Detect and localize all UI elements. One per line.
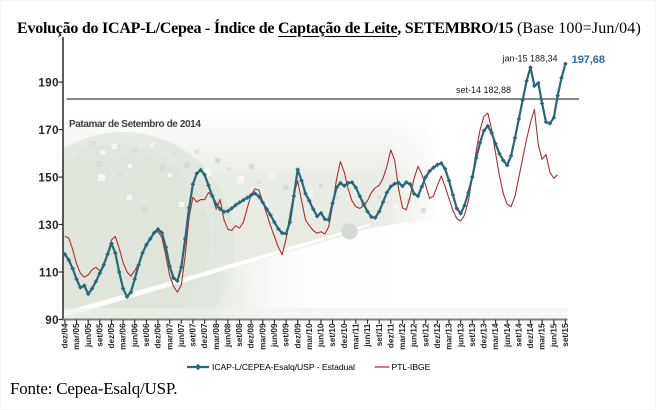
svg-text:jun/06: jun/06 [130,323,139,348]
svg-text:ICAP-L/CEPEA-Esalq/USP - Estad: ICAP-L/CEPEA-Esalq/USP - Estadual [212,362,355,372]
svg-text:set/14: set/14 [515,323,524,347]
svg-text:jun/15: jun/15 [549,323,558,348]
svg-text:jun/13: jun/13 [456,323,465,348]
svg-text:dez/13: dez/13 [480,323,489,348]
svg-text:set/06: set/06 [142,323,151,347]
svg-text:dez/11: dez/11 [386,323,395,348]
svg-text:set/10: set/10 [328,323,337,347]
svg-text:set/08: set/08 [235,323,244,347]
svg-text:jun/14: jun/14 [503,323,512,348]
svg-text:170: 170 [38,125,59,137]
svg-text:PTL-IBGE: PTL-IBGE [392,362,431,372]
svg-text:jun/11: jun/11 [363,323,372,348]
svg-text:150: 150 [38,173,59,185]
svg-text:mar/14: mar/14 [491,323,500,350]
svg-text:set/05: set/05 [95,323,104,347]
svg-text:jun/12: jun/12 [410,323,419,348]
svg-text:jun/08: jun/08 [224,323,233,348]
svg-text:mar/12: mar/12 [398,323,407,350]
svg-text:set/11: set/11 [375,323,384,346]
svg-text:mar/08: mar/08 [212,323,221,350]
svg-text:set/12: set/12 [421,323,430,347]
svg-text:set/09: set/09 [282,323,291,347]
svg-text:mar/09: mar/09 [258,323,267,350]
svg-text:set/13: set/13 [468,323,477,347]
svg-text:mar/07: mar/07 [165,323,174,350]
svg-text:dez/12: dez/12 [433,323,442,348]
svg-text:mar/05: mar/05 [72,323,81,350]
svg-text:Patamar de Setembro de 2014: Patamar de Setembro de 2014 [69,119,201,130]
svg-text:dez/05: dez/05 [107,323,116,348]
svg-text:dez/04: dez/04 [61,323,70,348]
svg-text:jun/09: jun/09 [270,323,279,348]
svg-text:dez/07: dez/07 [200,323,209,348]
svg-text:190: 190 [38,78,59,90]
svg-text:dez/08: dez/08 [247,323,256,348]
svg-text:jun/07: jun/07 [177,323,186,348]
svg-text:mar/15: mar/15 [538,323,547,350]
svg-text:dez/06: dez/06 [154,323,163,348]
svg-text:197,68: 197,68 [572,54,605,66]
svg-text:jan-15 188,34: jan-15 188,34 [502,54,558,64]
svg-text:set/15: set/15 [561,323,570,347]
svg-text:jun/05: jun/05 [84,323,93,348]
svg-text:dez/10: dez/10 [340,323,349,348]
svg-text:dez/14: dez/14 [526,323,535,348]
svg-text:set-14 182,88: set-14 182,88 [456,85,511,95]
svg-text:mar/10: mar/10 [305,323,314,350]
svg-text:jun/10: jun/10 [317,323,326,348]
svg-text:130: 130 [38,220,59,232]
svg-text:mar/11: mar/11 [352,323,361,349]
svg-text:90: 90 [45,315,59,327]
svg-text:set/07: set/07 [189,323,198,347]
svg-text:110: 110 [39,268,59,280]
svg-text:mar/13: mar/13 [445,323,454,350]
svg-text:dez/09: dez/09 [293,323,302,348]
svg-text:mar/06: mar/06 [119,323,128,350]
